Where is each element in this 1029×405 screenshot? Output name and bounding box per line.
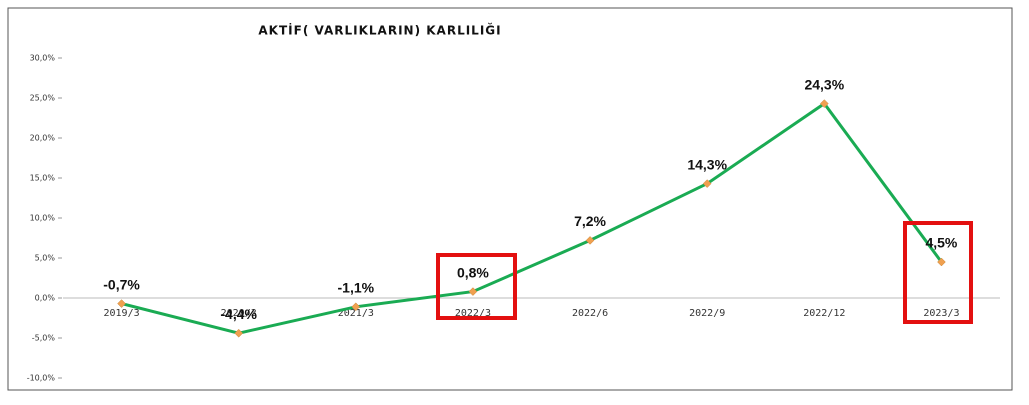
x-tick-label: 2022/6 [572,308,608,319]
y-tick-label: 0,0% [35,294,56,303]
data-point [117,299,126,308]
data-line [121,101,943,335]
y-tick-label: 20,0% [30,134,56,143]
y-tick-label: 10,0% [30,214,56,223]
y-tick-label: 5,0% [35,254,56,263]
data-label: -4,4% [220,306,257,322]
x-tick-label: 2022/3 [455,308,491,319]
data-point [819,99,829,108]
y-tick-label: -5,0% [32,334,56,343]
x-tick-label: 2020/3 [221,308,257,319]
x-tick-label: 2021/3 [338,308,374,319]
x-tick-label: 2022/9 [689,308,725,319]
data-label: 0,8% [457,264,489,280]
y-tick-label: -10,0% [27,374,56,383]
data-point [702,179,712,188]
data-point [351,302,361,312]
data-label: 24,3% [804,76,844,92]
x-tick-label: 2022/12 [803,308,845,319]
y-tick-label: 25,0% [30,94,56,103]
highlight-box [436,253,517,320]
plot-area: -10,0% -5,0% 0,0% 5,0% 10,0% 15,0% 20,0% 25,0% 3… [27,54,1000,383]
data-label: -0,7% [103,276,140,292]
data-label: 4,5% [925,235,957,251]
data-point [468,287,478,296]
x-tick-label: 2019/3 [104,308,140,319]
chart-title: AKTİF( VARLIKLARIN) KARLILIĞI [258,23,501,38]
highlight-box [903,221,973,324]
data-label: 14,3% [687,156,727,172]
y-tick-label: 15,0% [30,174,56,183]
y-tick-label: 30,0% [30,54,56,63]
data-label: -1,1% [338,280,375,296]
data-label: 7,2% [574,213,606,229]
x-tick-label: 2023/3 [923,308,959,319]
data-point [585,236,595,245]
data-point [937,257,946,267]
data-point [234,328,244,338]
chart-frame [7,7,1013,391]
